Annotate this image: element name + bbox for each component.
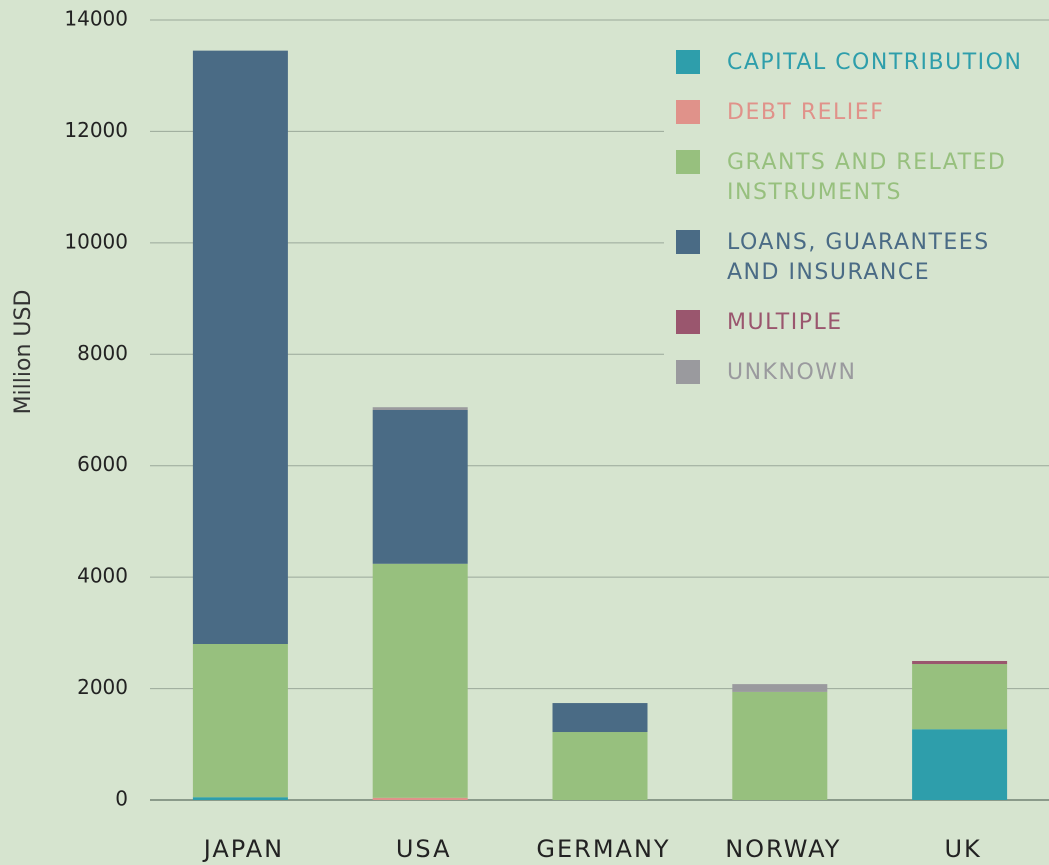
legend-item: MULTIPLE <box>676 308 1049 338</box>
x-tick-label: JAPAN <box>202 835 284 863</box>
y-axis-label: Million USD <box>11 290 36 415</box>
y-tick-label: 10000 <box>64 229 128 253</box>
y-tick-label: 14000 <box>64 7 128 31</box>
legend-swatch <box>676 230 700 254</box>
bar-segment <box>732 691 828 800</box>
x-tick-label: NORWAY <box>725 835 841 863</box>
bar-segment <box>552 703 648 733</box>
bar-segment <box>372 410 468 564</box>
x-tick-label: GERMANY <box>536 835 670 863</box>
y-tick-label: 6000 <box>77 452 128 476</box>
bar-segment <box>372 563 468 798</box>
x-tick-label: USA <box>396 835 452 863</box>
legend-swatch <box>676 310 700 334</box>
bar-segment <box>552 732 648 800</box>
bar-segment <box>372 407 468 410</box>
bar-segment <box>912 729 1008 800</box>
y-tick-label: 2000 <box>77 675 128 699</box>
legend-label: LOANS, GUARANTEES AND INSURANCE <box>727 230 990 285</box>
bar-segment <box>912 660 1008 665</box>
bar-segment <box>192 50 288 644</box>
bar-segment <box>912 664 1008 730</box>
legend-swatch <box>676 150 700 174</box>
y-tick-label: 8000 <box>77 341 128 365</box>
bar-segment <box>732 684 828 692</box>
legend-item: DEBT RELIEF <box>676 98 1049 128</box>
y-tick-label: 12000 <box>64 118 128 142</box>
bar-segment <box>372 797 468 800</box>
legend-item: CAPITAL CONTRIBUTION <box>676 48 1049 78</box>
bar-segment <box>192 797 288 800</box>
legend-item: LOANS, GUARANTEES AND INSURANCE <box>676 228 1049 288</box>
legend-label: GRANTS AND RELATED INSTRUMENTS <box>727 150 1007 205</box>
bar-segment <box>192 644 288 798</box>
legend-label: CAPITAL CONTRIBUTION <box>727 50 1023 75</box>
y-tick-label: 0 <box>115 787 128 811</box>
x-tick-label: UK <box>944 835 981 863</box>
legend-label: UNKNOWN <box>727 360 857 385</box>
legend-swatch <box>676 100 700 124</box>
legend-swatch <box>676 360 700 384</box>
legend-label: MULTIPLE <box>727 310 843 335</box>
legend: CAPITAL CONTRIBUTION DEBT RELIEF GRANTS AN… <box>664 44 1049 416</box>
legend-swatch <box>676 50 700 74</box>
legend-label: DEBT RELIEF <box>727 100 885 125</box>
y-tick-label: 4000 <box>77 564 128 588</box>
legend-item: GRANTS AND RELATED INSTRUMENTS <box>676 148 1049 208</box>
legend-item: UNKNOWN <box>676 358 1049 388</box>
